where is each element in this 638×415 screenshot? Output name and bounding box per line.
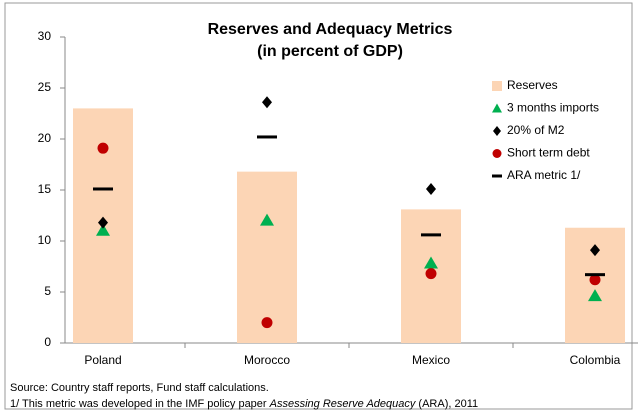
legend-label: 20% of M2	[507, 123, 565, 137]
chart-subtitle: (in percent of GDP)	[257, 43, 403, 60]
x-tick-label: Morocco	[244, 353, 290, 367]
source-note: Source: Country staff reports, Fund staf…	[10, 382, 269, 394]
diamond-marker	[98, 216, 108, 229]
legend-label: ARA metric 1/	[507, 168, 581, 182]
dash-marker	[421, 233, 441, 237]
footnote-text: (ARA), 2011	[415, 398, 478, 410]
triangle-marker	[424, 256, 438, 269]
legend-label: Short term debt	[507, 146, 590, 160]
y-tick-label: 15	[38, 182, 52, 196]
x-tick-label: Mexico	[412, 353, 450, 367]
x-tick-label: Poland	[84, 353, 121, 367]
triangle-marker	[588, 289, 602, 302]
footnote-title: Assessing Reserve Adequacy	[269, 398, 417, 410]
triangle-marker	[96, 223, 110, 236]
diamond-marker	[426, 182, 436, 195]
chart-title: Reserves and Adequacy Metrics	[208, 21, 453, 38]
y-tick-label: 0	[44, 335, 51, 349]
circle-marker	[589, 274, 601, 286]
diamond-marker	[590, 244, 600, 257]
legend-swatch	[492, 149, 502, 158]
diamond-marker	[262, 96, 272, 109]
circle-marker	[97, 142, 109, 154]
y-tick-label: 5	[44, 284, 51, 298]
circle-marker	[261, 317, 273, 329]
y-tick-label: 30	[38, 29, 52, 43]
y-tick-label: 20	[38, 131, 52, 145]
dash-marker	[257, 135, 277, 139]
footnote-text: 1/ This metric was developed in the IMF …	[10, 398, 270, 410]
legend-swatch	[492, 103, 502, 113]
legend-swatch	[493, 126, 501, 136]
circle-marker	[425, 268, 437, 280]
y-tick-label: 10	[38, 233, 52, 247]
legend-swatch	[492, 81, 502, 91]
dash-marker	[585, 273, 605, 277]
triangle-marker	[260, 213, 274, 226]
legend-label: Reserves	[507, 78, 558, 92]
legend-label: 3 months imports	[507, 101, 599, 115]
footnote: 1/ This metric was developed in the IMF …	[10, 398, 478, 410]
legend-swatch	[492, 174, 502, 178]
dash-marker	[93, 187, 113, 191]
x-tick-label: Colombia	[570, 353, 621, 367]
y-tick-label: 25	[38, 80, 52, 94]
bar	[237, 171, 297, 343]
